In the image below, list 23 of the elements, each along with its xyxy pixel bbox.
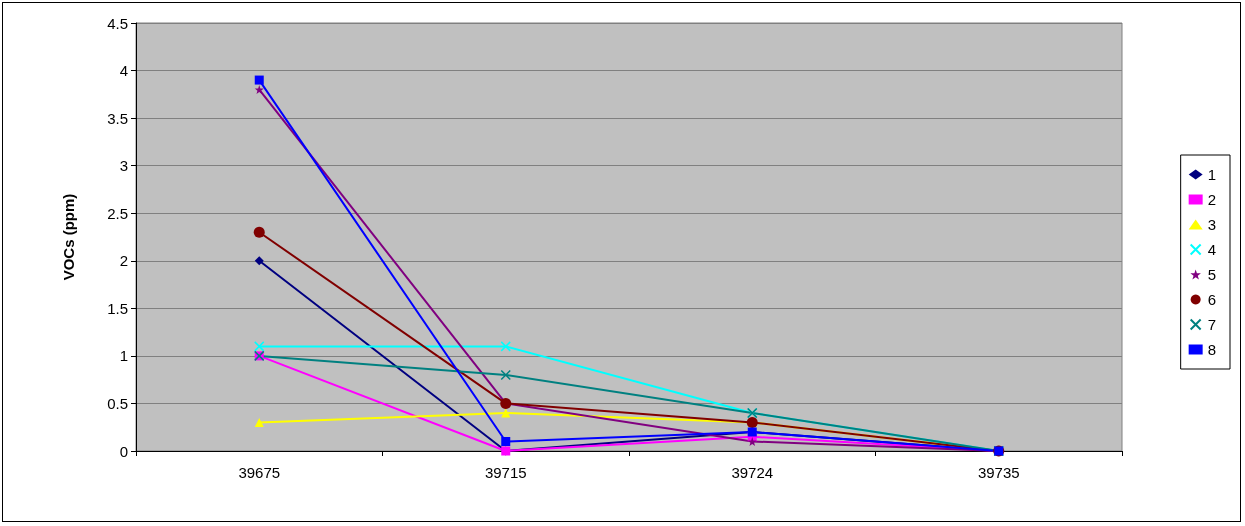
y-tick-label: 2.5	[107, 204, 128, 222]
legend-label: 6	[1207, 291, 1216, 308]
y-tick-label: 4	[119, 62, 128, 80]
legend-label: 3	[1207, 216, 1216, 233]
legend-label: 4	[1207, 241, 1216, 258]
legend-label: 2	[1207, 191, 1216, 208]
x-tick-label: 39675	[238, 464, 281, 481]
y-tick-label: 1	[119, 347, 128, 365]
legend-label: 1	[1207, 166, 1216, 183]
legend-label: 7	[1207, 316, 1216, 333]
y-tick-label: 0.5	[107, 394, 128, 412]
y-tick-label: 0	[119, 442, 128, 460]
legend-label: 5	[1207, 266, 1216, 283]
x-tick-label: 39724	[731, 464, 774, 481]
y-tick-label: 2	[119, 252, 128, 270]
x-tick-label: 39735	[977, 464, 1020, 481]
y-tick-label: 1.5	[107, 299, 128, 317]
y-tick-label: 4.5	[107, 14, 128, 32]
y-tick-label: 3.5	[107, 109, 128, 127]
x-tick-label: 39715	[484, 464, 527, 481]
y-axis-title: VOCs (ppm)	[60, 193, 77, 281]
y-tick-label: 3	[119, 157, 128, 175]
legend-label: 8	[1207, 341, 1216, 358]
